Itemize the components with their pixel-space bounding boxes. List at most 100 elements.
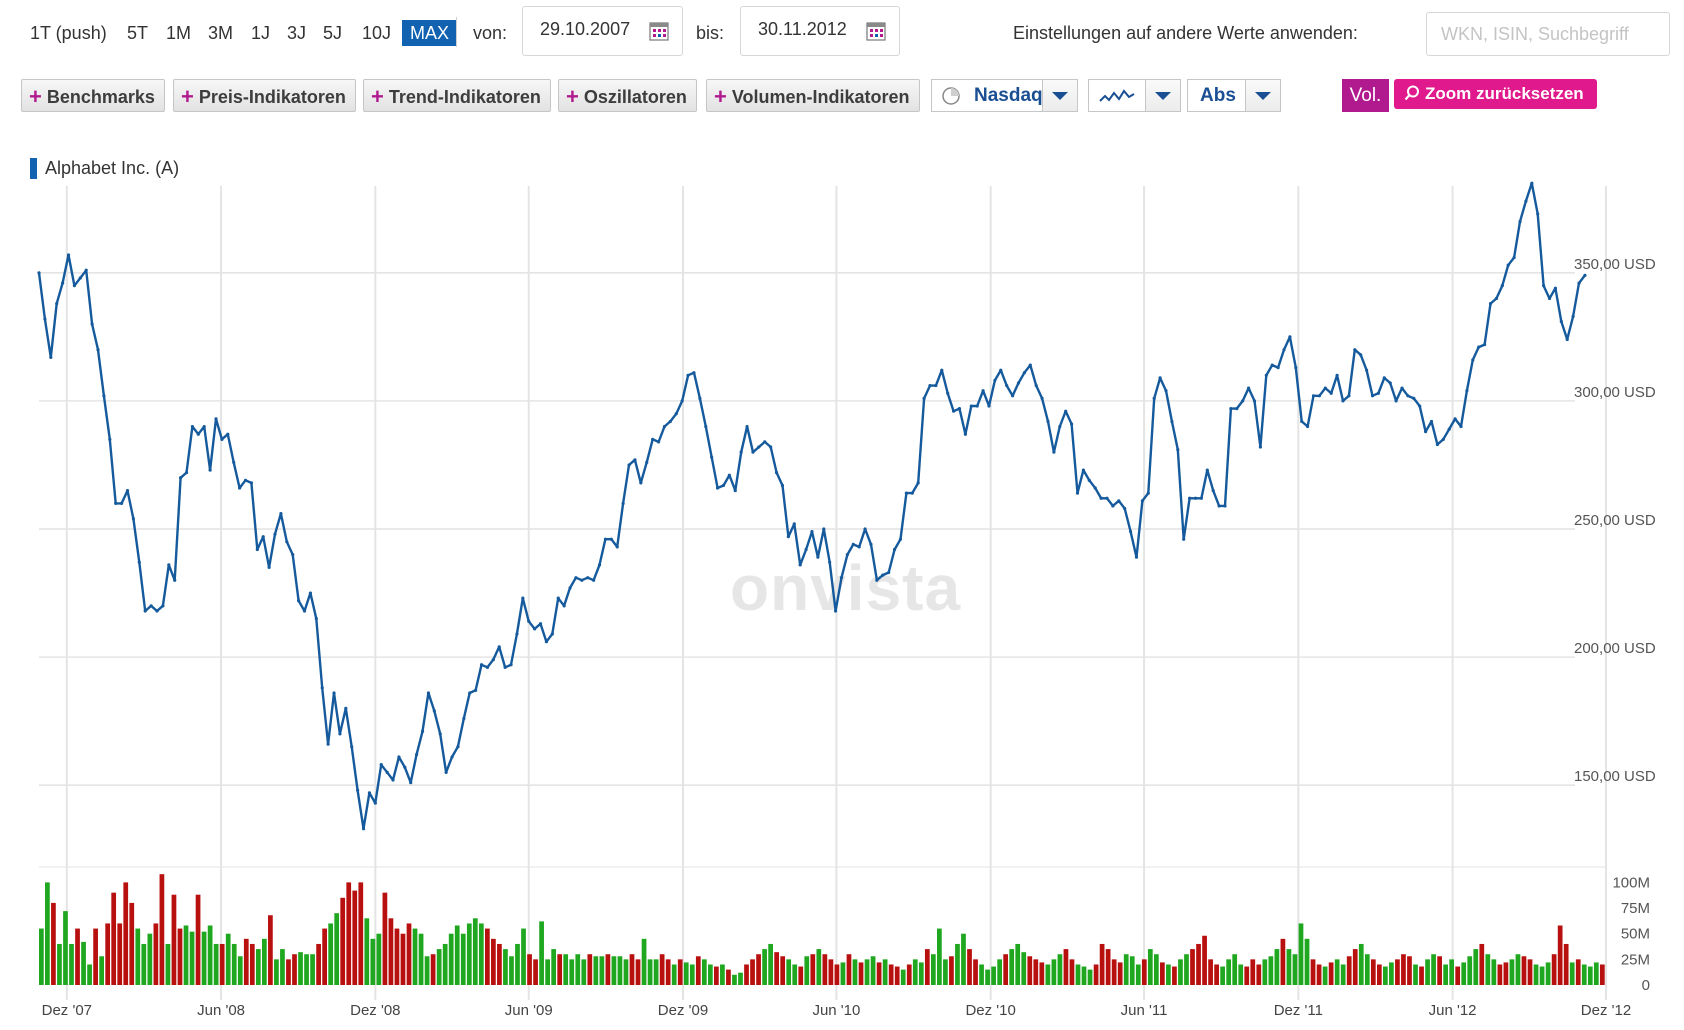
volume-bar <box>1485 954 1491 985</box>
benchmarks-button[interactable]: + Benchmarks <box>21 79 165 112</box>
price-point <box>131 517 136 521</box>
price-point <box>1359 353 1363 357</box>
volume-bar <box>756 954 761 985</box>
to-date-field[interactable]: 30.11.2012 <box>740 6 900 56</box>
price-point <box>1370 394 1375 398</box>
volume-bar <box>382 892 388 985</box>
chevron-down-icon[interactable] <box>1145 80 1180 111</box>
zoom-reset-button[interactable]: Zoom zurücksetzen <box>1394 79 1597 109</box>
volume-bar <box>683 962 689 985</box>
calendar-icon[interactable] <box>649 21 669 41</box>
plus-icon: + <box>29 84 42 109</box>
range-button-1t-push-[interactable]: 1T (push) <box>30 23 107 43</box>
price-point <box>1542 284 1546 288</box>
volume-bar <box>1539 966 1545 985</box>
volume-bar <box>1395 959 1400 985</box>
price-point <box>1117 499 1121 503</box>
price-point <box>261 535 265 539</box>
scale-select[interactable]: Abs <box>1187 79 1281 112</box>
volume-bar <box>249 943 255 985</box>
price-point <box>1022 371 1026 375</box>
price-point <box>120 501 124 505</box>
price-point <box>792 522 796 526</box>
trend-indicators-button[interactable]: + Trend-Indikatoren <box>363 79 551 112</box>
oscillators-button[interactable]: + Oszillatoren <box>558 79 697 112</box>
price-point <box>1205 468 1209 472</box>
search-input[interactable]: WKN, ISIN, Suchbegriff <box>1426 12 1670 56</box>
from-date-field[interactable]: 29.10.2007 <box>522 6 683 56</box>
price-point <box>745 424 749 429</box>
volume-bar <box>45 882 50 985</box>
range-button-max[interactable]: MAX <box>402 20 458 46</box>
volume-bar <box>930 954 936 985</box>
price-point <box>114 501 118 505</box>
price-indicators-label: Preis-Indikatoren <box>198 87 346 107</box>
price-point <box>810 529 814 534</box>
range-button-1j[interactable]: 1J <box>251 23 271 43</box>
range-button-5t[interactable]: 5T <box>127 23 149 43</box>
calendar-icon[interactable] <box>866 21 886 41</box>
price-point <box>1105 496 1109 500</box>
price-point <box>1394 399 1398 403</box>
price-point <box>1211 488 1215 493</box>
range-button-10j[interactable]: 10J <box>362 23 392 43</box>
volume-bar <box>1352 949 1358 985</box>
price-point <box>314 617 318 621</box>
chevron-down-icon[interactable] <box>1042 80 1077 111</box>
volume-bar <box>551 949 557 985</box>
price-point <box>1300 419 1304 424</box>
price-indicators-button[interactable]: + Preis-Indikatoren <box>173 79 356 112</box>
price-point <box>1429 419 1434 424</box>
volume-bar <box>888 964 894 985</box>
volume-bar <box>255 949 261 985</box>
price-point <box>757 445 761 449</box>
price-point <box>238 486 242 490</box>
range-button-3m[interactable]: 3M <box>208 23 234 43</box>
x-axis-labels: Dez '07 Jun '08 Dez '08 Jun '09 Dez '09 Jun '… <box>42 1002 1632 1019</box>
price-point <box>1353 348 1357 352</box>
price-point <box>621 501 625 505</box>
price-point <box>586 576 590 580</box>
volume-bar <box>1431 954 1436 985</box>
range-button-3j[interactable]: 3J <box>287 23 307 43</box>
volume-bar <box>533 959 538 985</box>
volume-toggle-button[interactable]: Vol. <box>1342 79 1389 112</box>
price-point <box>1441 437 1445 441</box>
price-point <box>521 596 525 600</box>
price-point <box>1170 419 1174 424</box>
exchange-select[interactable]: Nasdaq <box>931 79 1078 112</box>
volume-bar <box>75 928 80 985</box>
volume-indicators-button[interactable]: + Volumen-Indikatoren <box>706 79 920 112</box>
volume-bar <box>1358 943 1364 985</box>
volume-bar <box>1425 959 1430 985</box>
price-point <box>1146 491 1150 495</box>
price-point <box>1258 445 1263 449</box>
price-point <box>409 780 413 785</box>
volume-bar <box>1057 954 1063 985</box>
volume-bar <box>406 923 412 985</box>
volume-bar <box>153 923 159 985</box>
price-point <box>491 658 495 662</box>
clock-icon <box>942 87 960 105</box>
range-button-5j[interactable]: 5J <box>323 23 343 43</box>
volume-bar <box>370 938 376 985</box>
volume-bar <box>105 923 111 985</box>
volume-bar <box>858 962 864 985</box>
price-point <box>1264 373 1268 377</box>
volume-bar <box>828 959 834 985</box>
range-button-1m[interactable]: 1M <box>166 23 192 43</box>
volume-bar <box>1238 964 1244 985</box>
volume-bar <box>400 933 406 985</box>
volume-bar <box>1268 956 1274 985</box>
volume-bar <box>1449 959 1455 985</box>
chart-type-select[interactable] <box>1088 79 1181 112</box>
price-point <box>297 599 301 603</box>
volume-bar <box>1401 954 1406 985</box>
volume-bar <box>617 956 623 985</box>
price-point <box>527 619 531 623</box>
volume-bar <box>1051 959 1057 985</box>
price-point <box>1553 286 1558 290</box>
volume-bar <box>491 938 496 985</box>
chevron-down-icon[interactable] <box>1245 80 1280 111</box>
